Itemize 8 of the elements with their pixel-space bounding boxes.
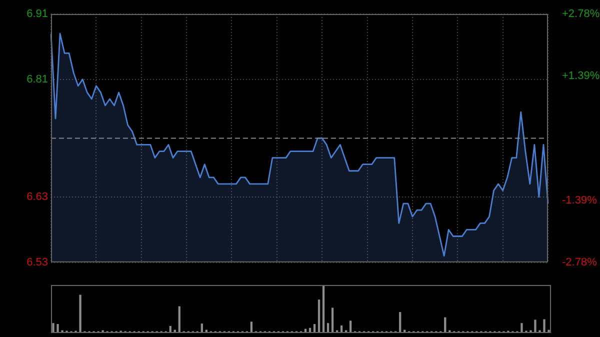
y2-tick-label: -1.39% [562,194,598,206]
y-tick-label: 6.81 [26,73,48,86]
y2-tick-label: +1.39% [562,70,600,82]
y-tick-label: 6.63 [26,191,48,204]
y-tick-label: 6.91 [26,8,48,20]
y2-tick-label: +2.78% [562,8,600,20]
y-tick-label: 6.53 [26,256,48,268]
y2-tick-label: -2.78% [562,256,598,268]
